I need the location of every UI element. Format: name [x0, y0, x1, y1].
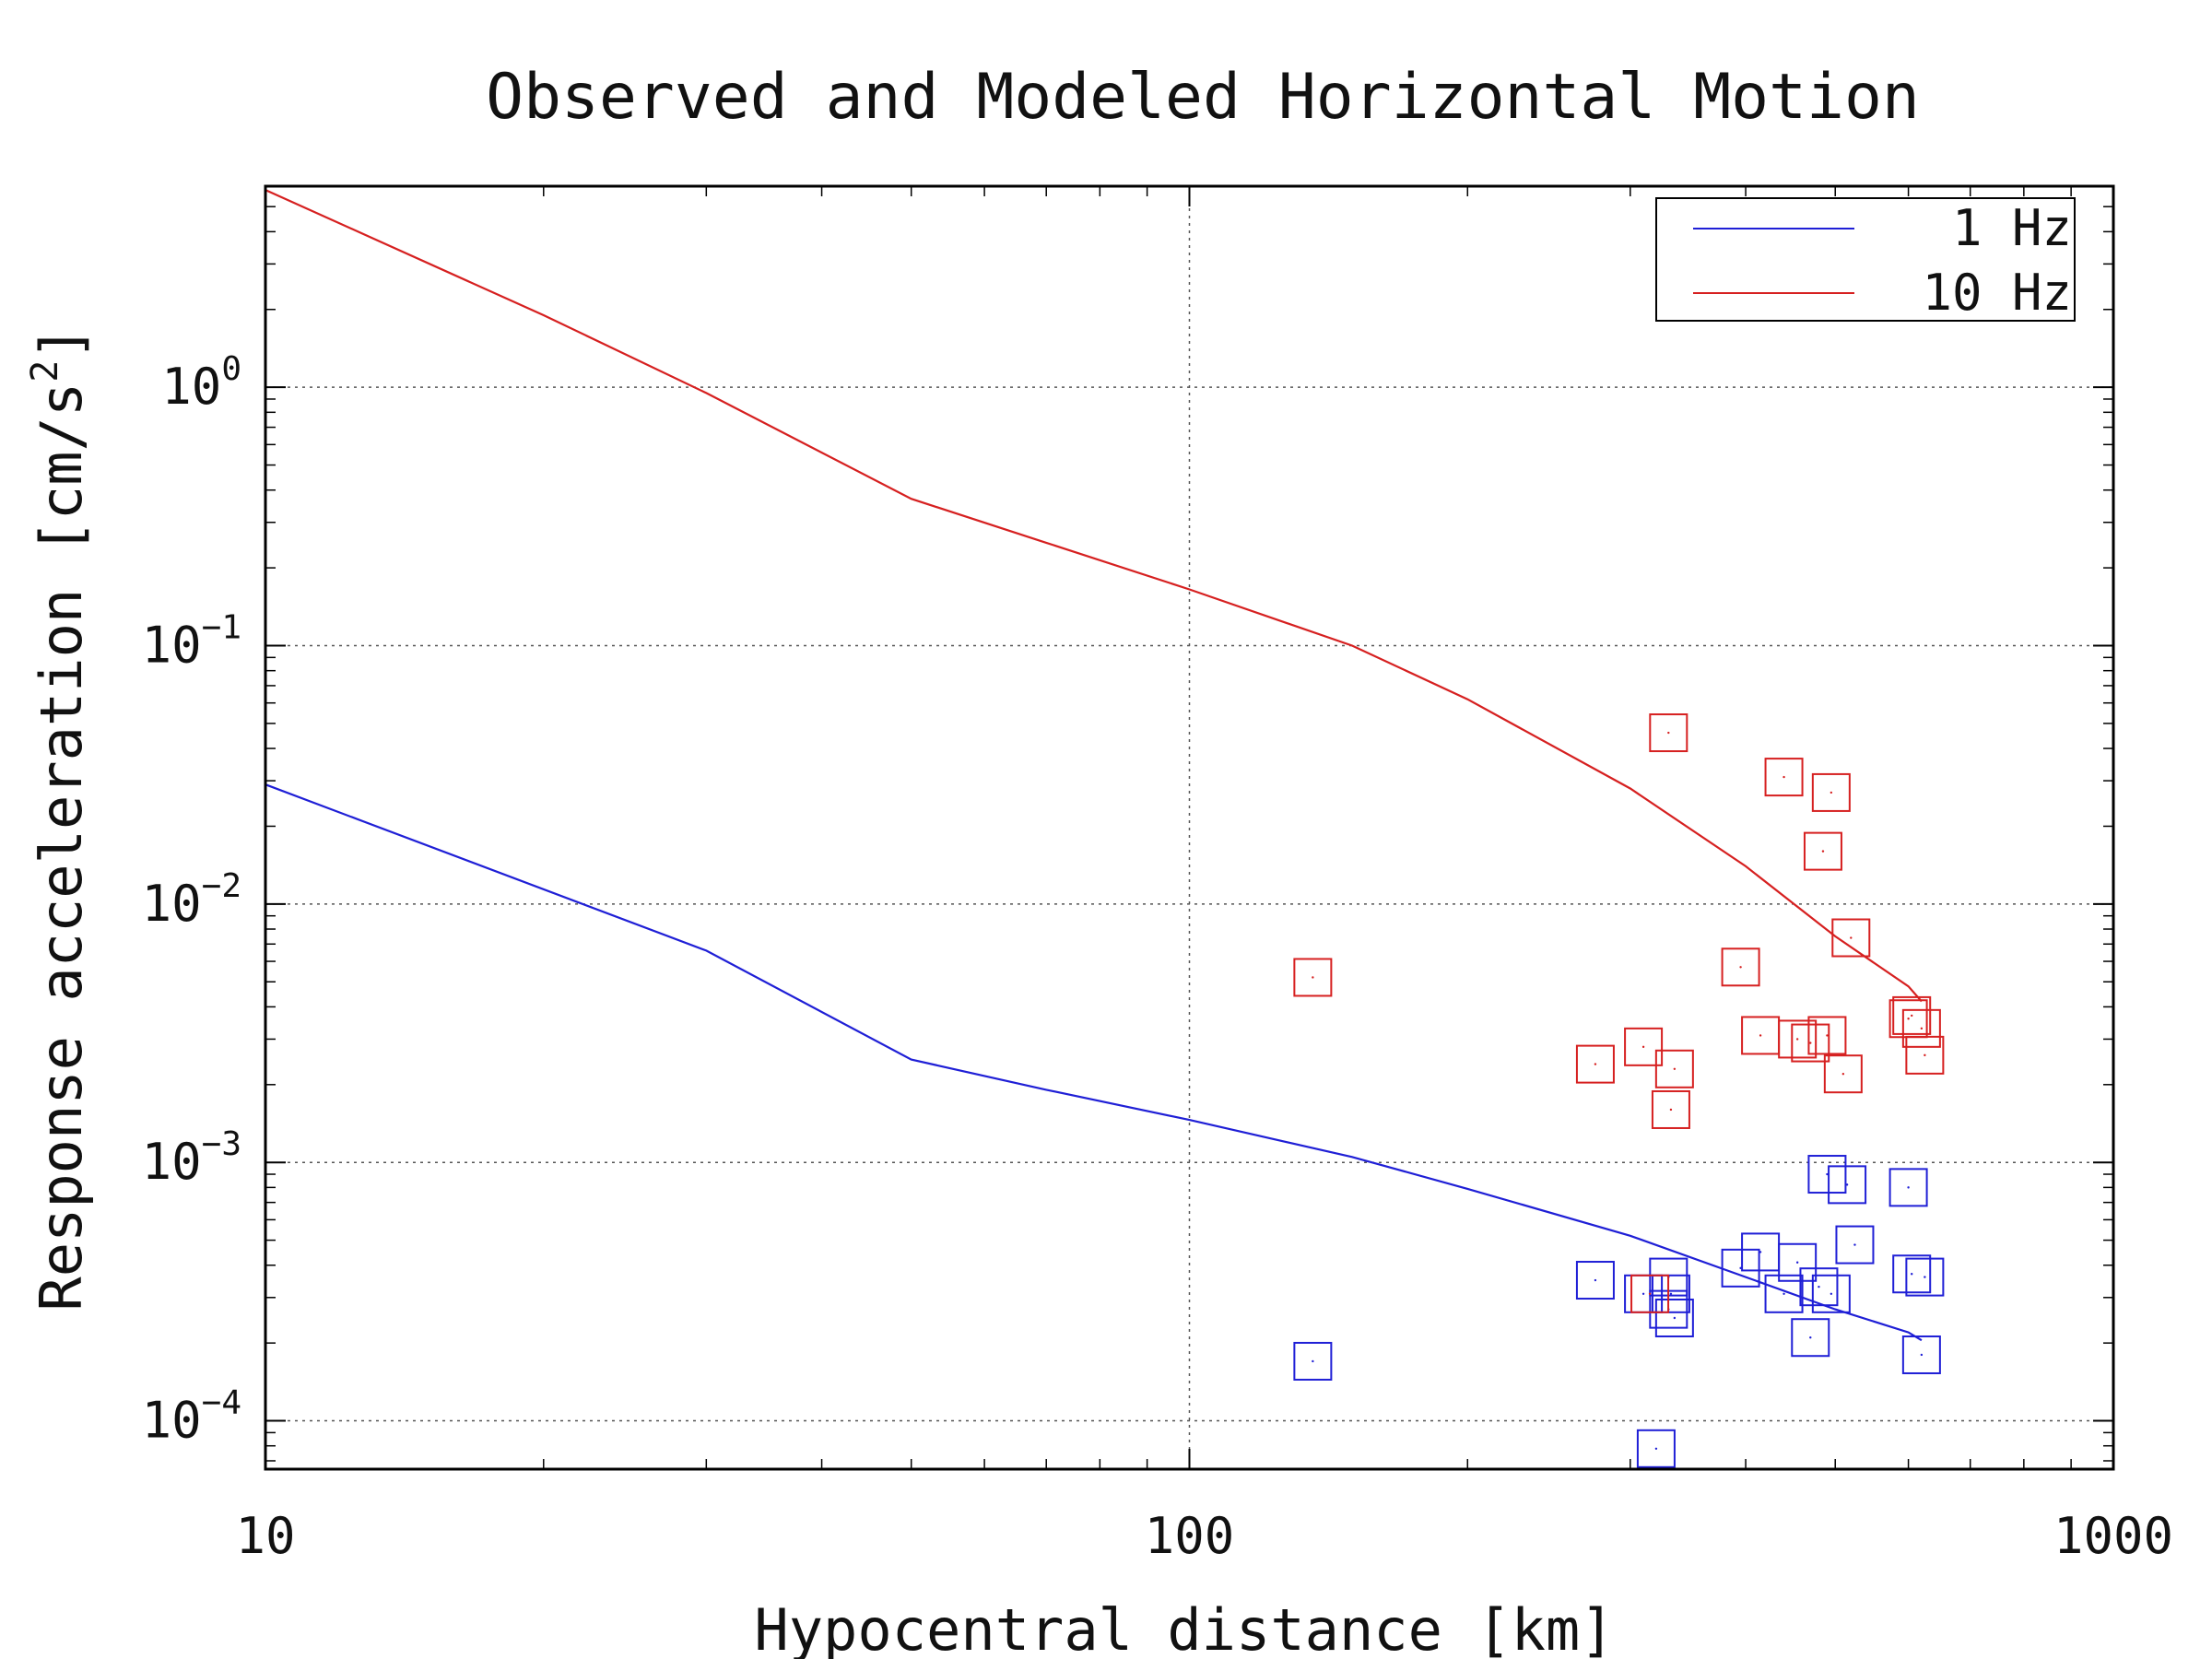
legend-label: 1 Hz — [1952, 199, 2072, 257]
y-tick-label: 10−4 — [142, 1384, 241, 1450]
y-tick-base: 10 — [161, 358, 221, 416]
legend-box — [1655, 197, 2076, 322]
y-tick-label: 10−2 — [142, 867, 241, 933]
observed-point — [1293, 1341, 1333, 1381]
model-line-10-hz — [265, 189, 1923, 1003]
observed-point — [1721, 947, 1760, 987]
model-lines — [265, 189, 1923, 1342]
observed-point — [1888, 1168, 1928, 1207]
observed-point — [1575, 1261, 1615, 1300]
observed-point — [1811, 1274, 1851, 1313]
observed-point — [1892, 995, 1932, 1035]
observed-point — [1799, 1267, 1839, 1307]
x-tick-label: 100 — [1145, 1507, 1235, 1565]
y-tick-base: 10 — [142, 1392, 202, 1450]
observed-point — [1831, 918, 1871, 958]
observed-point — [1905, 1035, 1945, 1075]
observed-point — [1630, 1274, 1670, 1313]
y-tick-label: 10−1 — [142, 609, 241, 675]
observed-point — [1811, 772, 1851, 812]
observed-point — [1791, 1318, 1830, 1358]
legend-label: 10 Hz — [1922, 264, 2072, 322]
observed-point — [1791, 1023, 1830, 1063]
observed-point — [1624, 1027, 1664, 1066]
y-tick-base: 10 — [142, 617, 202, 675]
y-axis-label-end: ] — [28, 325, 95, 359]
observed-point — [1835, 1225, 1875, 1265]
observed-point — [1823, 1054, 1863, 1094]
observed-point — [1764, 1274, 1804, 1313]
model-line-1-hz — [265, 783, 1923, 1342]
observed-point — [1575, 1044, 1615, 1084]
observed-point — [1651, 1089, 1690, 1129]
observed-point — [1901, 1335, 1941, 1374]
y-tick-exponent: −2 — [202, 867, 241, 905]
observed-point — [1651, 1274, 1690, 1313]
observed-point — [1892, 1254, 1932, 1294]
legend: 1 Hz 10 Hz — [1655, 197, 2076, 322]
y-tick-base: 10 — [142, 875, 202, 933]
observed-point — [1905, 1257, 1945, 1297]
observed-point — [1901, 1008, 1941, 1048]
observed-point — [1649, 713, 1688, 753]
observed-point — [1778, 1242, 1818, 1282]
observed-point — [1807, 1155, 1847, 1194]
y-tick-exponent: 0 — [221, 350, 241, 388]
y-axis-label-superscript: 2 — [24, 360, 66, 382]
chart-title: Observed and Modeled Horizontal Motion — [486, 61, 1920, 134]
x-tick-label: 1000 — [2053, 1507, 2173, 1565]
observed-point — [1741, 1232, 1781, 1272]
observed-point — [1778, 1019, 1818, 1059]
y-tick-exponent: −4 — [202, 1384, 241, 1422]
observed-points — [1293, 713, 1945, 1468]
axis-ticks — [265, 185, 2114, 1469]
observed-point — [1828, 1165, 1867, 1205]
x-tick-label: 10 — [235, 1507, 295, 1565]
y-tick-exponent: −3 — [202, 1125, 241, 1163]
observed-point — [1636, 1429, 1676, 1468]
y-tick-label: 100 — [161, 350, 241, 416]
observed-point — [1654, 1049, 1694, 1088]
observed-point — [1741, 1016, 1781, 1055]
observed-point — [1654, 1298, 1694, 1337]
y-axis-label-main: Response acceleration [cm/s — [28, 382, 95, 1312]
grid — [265, 186, 2113, 1469]
observed-point — [1807, 1016, 1847, 1055]
x-axis-label: Hypocentral distance [km] — [754, 1596, 1614, 1659]
y-axis-label: Response acceleration [cm/s2] — [24, 325, 95, 1311]
observed-point — [1764, 758, 1804, 797]
observed-point — [1888, 999, 1928, 1039]
observed-point — [1803, 831, 1842, 871]
y-tick-base: 10 — [142, 1133, 202, 1191]
observed-point — [1293, 958, 1333, 997]
observed-point — [1721, 1248, 1760, 1288]
y-tick-exponent: −1 — [202, 609, 241, 647]
y-tick-label: 10−3 — [142, 1125, 241, 1191]
